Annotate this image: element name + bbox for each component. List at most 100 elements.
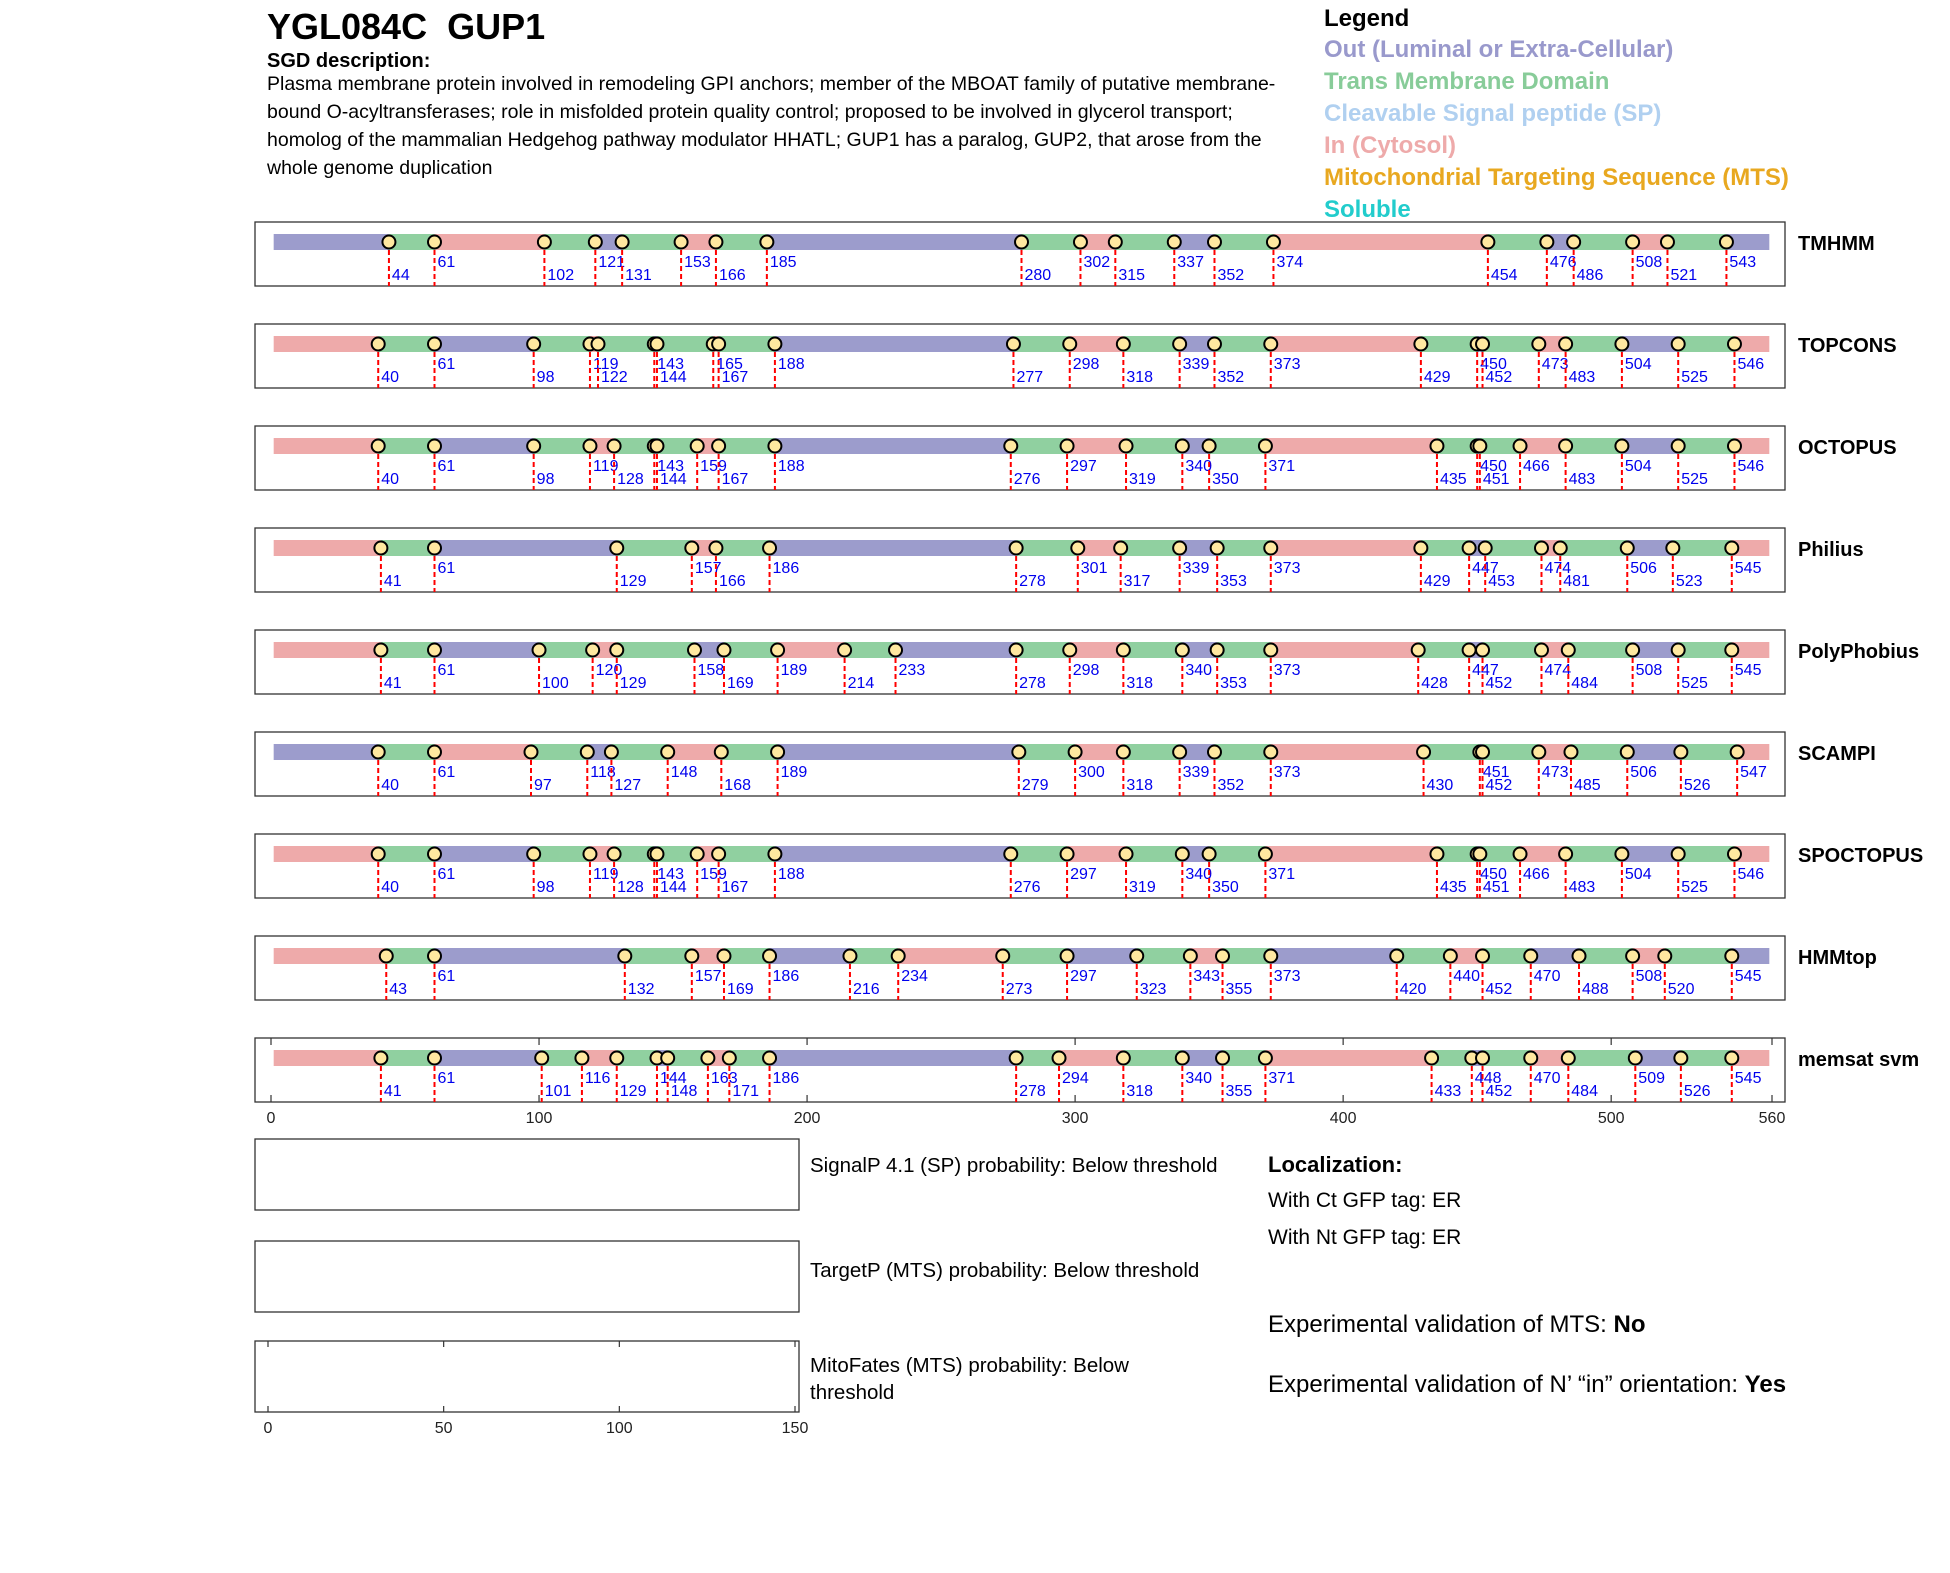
boundary-label: 343 xyxy=(1193,968,1220,985)
boundary-label: 143 xyxy=(657,866,684,883)
segment-tm xyxy=(1018,744,1076,760)
boundary-label: 473 xyxy=(1542,356,1569,373)
mts-validation: Experimental validation of MTS: No xyxy=(1268,1311,1645,1339)
legend-item-in: In (Cytosol) xyxy=(1324,132,1456,159)
boundary-label: 297 xyxy=(1070,866,1097,883)
boundary-label: 373 xyxy=(1274,356,1301,373)
boundary-marker xyxy=(1670,642,1686,658)
boundary-marker xyxy=(708,540,724,556)
boundary-label: 508 xyxy=(1636,254,1663,271)
boundary-label: 504 xyxy=(1625,458,1652,475)
boundary-marker xyxy=(1072,234,1088,250)
boundary-marker xyxy=(1673,744,1689,760)
boundary-marker xyxy=(1512,846,1528,862)
segment-in xyxy=(1067,846,1127,862)
boundary-label: 61 xyxy=(438,764,456,781)
boundary-marker xyxy=(1172,540,1188,556)
gene-title: YGL084C GUP1 xyxy=(267,6,546,47)
boundary-label: 168 xyxy=(724,777,751,794)
boundary-marker xyxy=(1113,540,1129,556)
boundary-label: 340 xyxy=(1185,1070,1212,1087)
boundary-marker xyxy=(427,846,443,862)
segment-out xyxy=(1182,642,1218,658)
segment-tm xyxy=(1217,642,1271,658)
method-name: OCTOPUS xyxy=(1798,437,1897,459)
boundary-label: 98 xyxy=(537,369,555,386)
localization-nt: With Nt GFP tag: ER xyxy=(1268,1226,1462,1249)
boundary-marker xyxy=(1724,948,1740,964)
segment-tm xyxy=(378,438,435,454)
boundary-label: 506 xyxy=(1630,764,1657,781)
boundary-marker xyxy=(1014,234,1029,250)
segment-in xyxy=(1265,846,1437,862)
segment-in xyxy=(1737,744,1770,760)
segment-in xyxy=(1734,846,1770,862)
boundary-marker xyxy=(713,744,729,760)
boundary-label: 119 xyxy=(593,866,619,883)
segment-tm xyxy=(1214,234,1274,250)
boundary-marker xyxy=(1174,642,1190,658)
segment-in xyxy=(1075,744,1124,760)
boundary-marker xyxy=(1539,234,1555,250)
segment-out xyxy=(434,540,617,556)
boundary-marker xyxy=(1206,234,1222,250)
boundary-label: 452 xyxy=(1486,777,1513,794)
segment-tm xyxy=(1136,948,1191,964)
description-heading: SGD description: xyxy=(267,50,431,72)
boundary-label: 476 xyxy=(1550,254,1577,271)
boundary-marker xyxy=(1625,234,1641,250)
segment-in xyxy=(1190,948,1223,964)
boundary-label: 159 xyxy=(700,866,727,883)
segment-out xyxy=(774,438,1011,454)
segment-out xyxy=(434,948,625,964)
boundary-label: 545 xyxy=(1735,560,1762,577)
boundary-label: 545 xyxy=(1735,662,1762,679)
boundary-marker xyxy=(1442,948,1458,964)
boundary-marker xyxy=(711,438,727,454)
boundary-label: 61 xyxy=(438,254,456,271)
boundary-label: 474 xyxy=(1544,662,1571,679)
boundary-label: 355 xyxy=(1226,1083,1253,1100)
boundary-label: 165 xyxy=(716,356,743,373)
boundary-label: 350 xyxy=(1212,879,1239,896)
segment-out xyxy=(694,642,724,658)
boundary-marker xyxy=(1206,744,1222,760)
boundary-marker xyxy=(1726,846,1742,862)
boundary-marker xyxy=(1619,744,1635,760)
boundary-label: 339 xyxy=(1183,356,1210,373)
boundary-marker xyxy=(1005,336,1021,352)
segment-tm xyxy=(598,336,655,352)
boundary-marker xyxy=(579,744,595,760)
boundary-label: 483 xyxy=(1569,369,1596,386)
boundary-marker xyxy=(536,234,552,250)
segment-out xyxy=(434,642,540,658)
segment-tm xyxy=(1680,1050,1732,1066)
segment-out xyxy=(273,234,389,250)
segment-tm xyxy=(1021,234,1081,250)
boundary-label: 61 xyxy=(438,356,456,373)
x-tick-label: 0 xyxy=(264,1420,273,1437)
boundary-marker xyxy=(689,438,705,454)
segment-tm xyxy=(1123,336,1180,352)
boundary-label: 440 xyxy=(1453,968,1480,985)
segment-in xyxy=(273,846,379,862)
boundary-label: 118 xyxy=(590,764,616,781)
segment-tm xyxy=(1568,642,1633,658)
boundary-marker xyxy=(614,234,630,250)
boundary-marker xyxy=(837,642,853,658)
segment-out xyxy=(1726,234,1770,250)
boundary-label: 144 xyxy=(660,1070,687,1087)
segment-tm xyxy=(1115,234,1175,250)
boundary-marker xyxy=(716,642,732,658)
segment-in xyxy=(1270,336,1421,352)
probability-panel-3: 0 50 100 150 xyxy=(254,1340,808,1437)
boundary-label: 214 xyxy=(848,675,875,692)
segment-tm xyxy=(1487,234,1547,250)
segment-tm xyxy=(539,642,593,658)
probability-panel-1 xyxy=(254,1138,800,1211)
segment-tm xyxy=(1010,846,1068,862)
segment-out xyxy=(1621,438,1679,454)
boundary-marker xyxy=(1424,1050,1440,1066)
track-frame xyxy=(254,527,1786,593)
